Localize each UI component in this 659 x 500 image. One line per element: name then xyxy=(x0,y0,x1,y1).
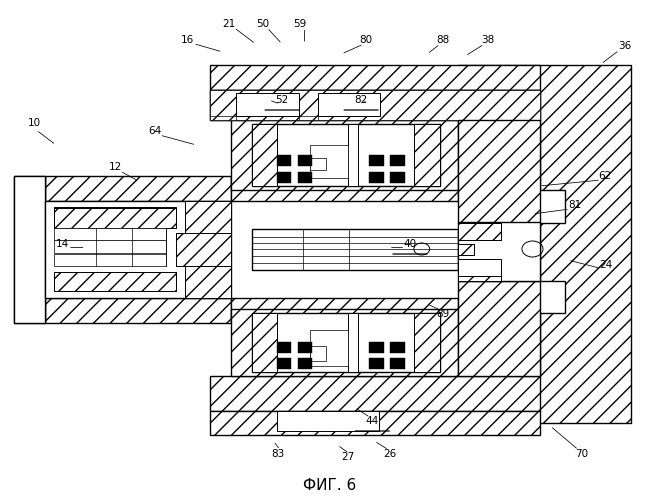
Bar xyxy=(298,172,312,182)
Polygon shape xyxy=(252,313,277,372)
Bar xyxy=(210,90,540,120)
Text: 10: 10 xyxy=(28,118,41,128)
Text: 36: 36 xyxy=(618,41,631,51)
Polygon shape xyxy=(176,232,231,266)
Bar xyxy=(458,222,501,240)
Bar xyxy=(310,330,348,366)
Polygon shape xyxy=(458,65,631,422)
Bar xyxy=(390,172,405,182)
Bar xyxy=(390,342,405,352)
Text: 40: 40 xyxy=(403,239,416,249)
Bar xyxy=(390,358,405,369)
Bar xyxy=(298,155,312,166)
Polygon shape xyxy=(210,116,236,120)
Polygon shape xyxy=(252,124,277,186)
Text: 12: 12 xyxy=(109,162,122,172)
Polygon shape xyxy=(45,298,231,322)
Polygon shape xyxy=(458,281,540,376)
Bar xyxy=(176,232,231,266)
Bar xyxy=(54,272,176,291)
Polygon shape xyxy=(210,376,540,411)
Text: 83: 83 xyxy=(272,449,285,459)
Bar xyxy=(390,155,405,166)
Bar xyxy=(369,342,384,352)
Polygon shape xyxy=(414,124,440,186)
Bar xyxy=(236,94,299,116)
Polygon shape xyxy=(185,201,231,232)
Bar xyxy=(298,358,312,369)
Bar xyxy=(458,258,501,276)
Bar xyxy=(252,313,440,372)
Bar xyxy=(252,124,440,186)
Text: 80: 80 xyxy=(359,35,372,45)
Bar xyxy=(14,176,45,322)
Polygon shape xyxy=(458,244,474,255)
Bar xyxy=(348,124,358,186)
Polygon shape xyxy=(210,90,540,120)
Bar xyxy=(277,155,291,166)
Bar xyxy=(277,358,291,369)
Text: 14: 14 xyxy=(56,239,69,249)
Polygon shape xyxy=(414,313,440,372)
Polygon shape xyxy=(14,176,45,322)
Text: 21: 21 xyxy=(223,19,236,29)
Text: 24: 24 xyxy=(600,260,613,270)
Text: 59: 59 xyxy=(293,19,306,29)
Polygon shape xyxy=(299,116,318,120)
Polygon shape xyxy=(210,90,540,120)
Bar xyxy=(277,172,291,182)
Bar xyxy=(277,342,291,352)
Bar xyxy=(318,94,380,116)
Bar xyxy=(54,208,176,228)
Bar xyxy=(458,222,540,281)
Bar xyxy=(298,342,312,352)
Polygon shape xyxy=(54,272,176,291)
Bar xyxy=(348,313,358,372)
Polygon shape xyxy=(54,208,176,228)
Bar xyxy=(310,158,326,170)
Polygon shape xyxy=(210,65,540,90)
Text: 70: 70 xyxy=(575,449,588,459)
Text: 62: 62 xyxy=(598,171,612,181)
Bar xyxy=(369,358,384,369)
Bar xyxy=(54,228,166,240)
Bar xyxy=(277,411,379,431)
Bar xyxy=(369,172,384,182)
Text: 89: 89 xyxy=(436,309,449,319)
Text: 82: 82 xyxy=(355,95,368,105)
Bar xyxy=(45,201,231,298)
Polygon shape xyxy=(231,176,458,201)
Polygon shape xyxy=(45,176,231,201)
Bar xyxy=(54,240,166,252)
Polygon shape xyxy=(231,298,458,322)
Polygon shape xyxy=(185,266,231,298)
Bar xyxy=(54,254,166,266)
Bar xyxy=(310,346,326,361)
Polygon shape xyxy=(231,120,458,190)
Text: 26: 26 xyxy=(384,449,397,459)
Text: 16: 16 xyxy=(181,35,194,45)
Text: 64: 64 xyxy=(148,126,161,136)
Polygon shape xyxy=(458,276,501,281)
Text: 38: 38 xyxy=(481,35,494,45)
Text: 81: 81 xyxy=(568,200,581,210)
Text: 44: 44 xyxy=(366,416,379,426)
Bar xyxy=(252,229,458,270)
Text: 27: 27 xyxy=(341,452,355,462)
Polygon shape xyxy=(231,309,458,376)
Polygon shape xyxy=(458,222,501,240)
Text: ФИГ. 6: ФИГ. 6 xyxy=(303,478,356,494)
Bar xyxy=(458,244,474,255)
Polygon shape xyxy=(210,411,540,435)
Polygon shape xyxy=(458,120,540,222)
Bar xyxy=(310,145,348,178)
Text: 88: 88 xyxy=(436,35,449,45)
Text: 50: 50 xyxy=(256,19,269,29)
Bar xyxy=(369,155,384,166)
Text: 52: 52 xyxy=(275,95,289,105)
